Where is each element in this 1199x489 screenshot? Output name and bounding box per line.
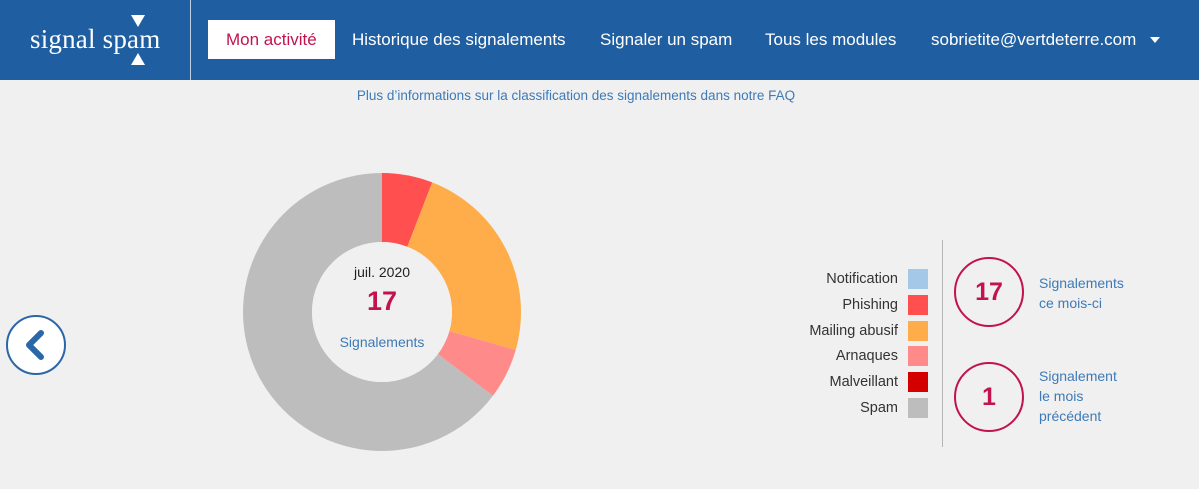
donut-slice-spam bbox=[243, 173, 493, 451]
nav-mon-activite[interactable]: Mon activité bbox=[208, 20, 335, 59]
logo-triangle-down-icon bbox=[131, 15, 145, 27]
chart-center-label[interactable]: Signalements bbox=[339, 334, 425, 350]
legend-item: Phishing bbox=[760, 294, 928, 317]
donut-slice-phishing bbox=[382, 173, 433, 247]
legend-item: Spam bbox=[760, 398, 928, 420]
legend-label: Mailing abusif bbox=[809, 322, 898, 339]
legend-swatch bbox=[908, 320, 928, 341]
logo-text: signal spam bbox=[30, 24, 161, 54]
legend-label: Spam bbox=[860, 400, 898, 416]
chevron-left-icon bbox=[26, 330, 44, 360]
chart-center-count: 17 bbox=[366, 286, 398, 316]
legend-item: Notification bbox=[760, 269, 928, 291]
stat-previous-month-circle: 1 bbox=[954, 362, 1024, 432]
donut-chart bbox=[243, 173, 521, 451]
top-navbar: signal spam Mon activité Historique des … bbox=[0, 0, 1199, 80]
legend-item: Malveillant bbox=[760, 372, 928, 394]
donut-hole bbox=[312, 242, 452, 382]
logo[interactable]: signal spam bbox=[0, 0, 191, 80]
stat-previous-month-label-line: précédent bbox=[1039, 408, 1102, 424]
legend-label: Phishing bbox=[842, 296, 898, 313]
donut-slice-mailing-abusif bbox=[407, 182, 521, 351]
legend-label: Malveillant bbox=[829, 374, 899, 391]
stat-this-month-circle: 17 bbox=[954, 257, 1024, 327]
stat-this-month-label-line: Signalements bbox=[1039, 275, 1124, 291]
legend-swatch bbox=[908, 294, 928, 315]
stat-this-month-label-line: ce mois-ci bbox=[1039, 295, 1103, 311]
nav-account-email[interactable]: sobrietite@vertdeterre.com bbox=[931, 30, 1137, 49]
previous-month-button[interactable] bbox=[6, 315, 66, 375]
nav-tous-modules[interactable]: Tous les modules bbox=[765, 30, 897, 49]
donut-slice-arnaques bbox=[437, 331, 516, 396]
legend-item: Mailing abusif bbox=[760, 320, 928, 343]
logo-triangle-up-icon bbox=[131, 53, 145, 65]
account-dropdown-caret-icon[interactable] bbox=[1150, 37, 1160, 43]
faq-link[interactable]: Plus d’informations sur la classificatio… bbox=[356, 88, 796, 103]
stat-previous-month-label[interactable]: Signalement le mois précédent bbox=[1039, 366, 1117, 426]
legend-item: Arnaques bbox=[760, 346, 928, 368]
legend-swatch bbox=[908, 372, 928, 393]
legend-swatch bbox=[908, 269, 928, 289]
chart-center-date: juil. 2020 bbox=[353, 264, 411, 280]
stat-previous-month-label-line: Signalement bbox=[1039, 368, 1117, 384]
nav-historique[interactable]: Historique des signalements bbox=[352, 30, 566, 49]
nav-signaler-spam[interactable]: Signaler un spam bbox=[600, 30, 733, 49]
stat-this-month-label[interactable]: Signalements ce mois-ci bbox=[1039, 273, 1124, 313]
legend-swatch bbox=[908, 346, 928, 367]
stat-previous-month-label-line: le mois bbox=[1039, 388, 1084, 404]
legend-swatch bbox=[908, 398, 928, 418]
legend-label: Notification bbox=[826, 271, 898, 287]
legend-label: Arnaques bbox=[835, 348, 898, 365]
vertical-divider bbox=[942, 240, 943, 447]
